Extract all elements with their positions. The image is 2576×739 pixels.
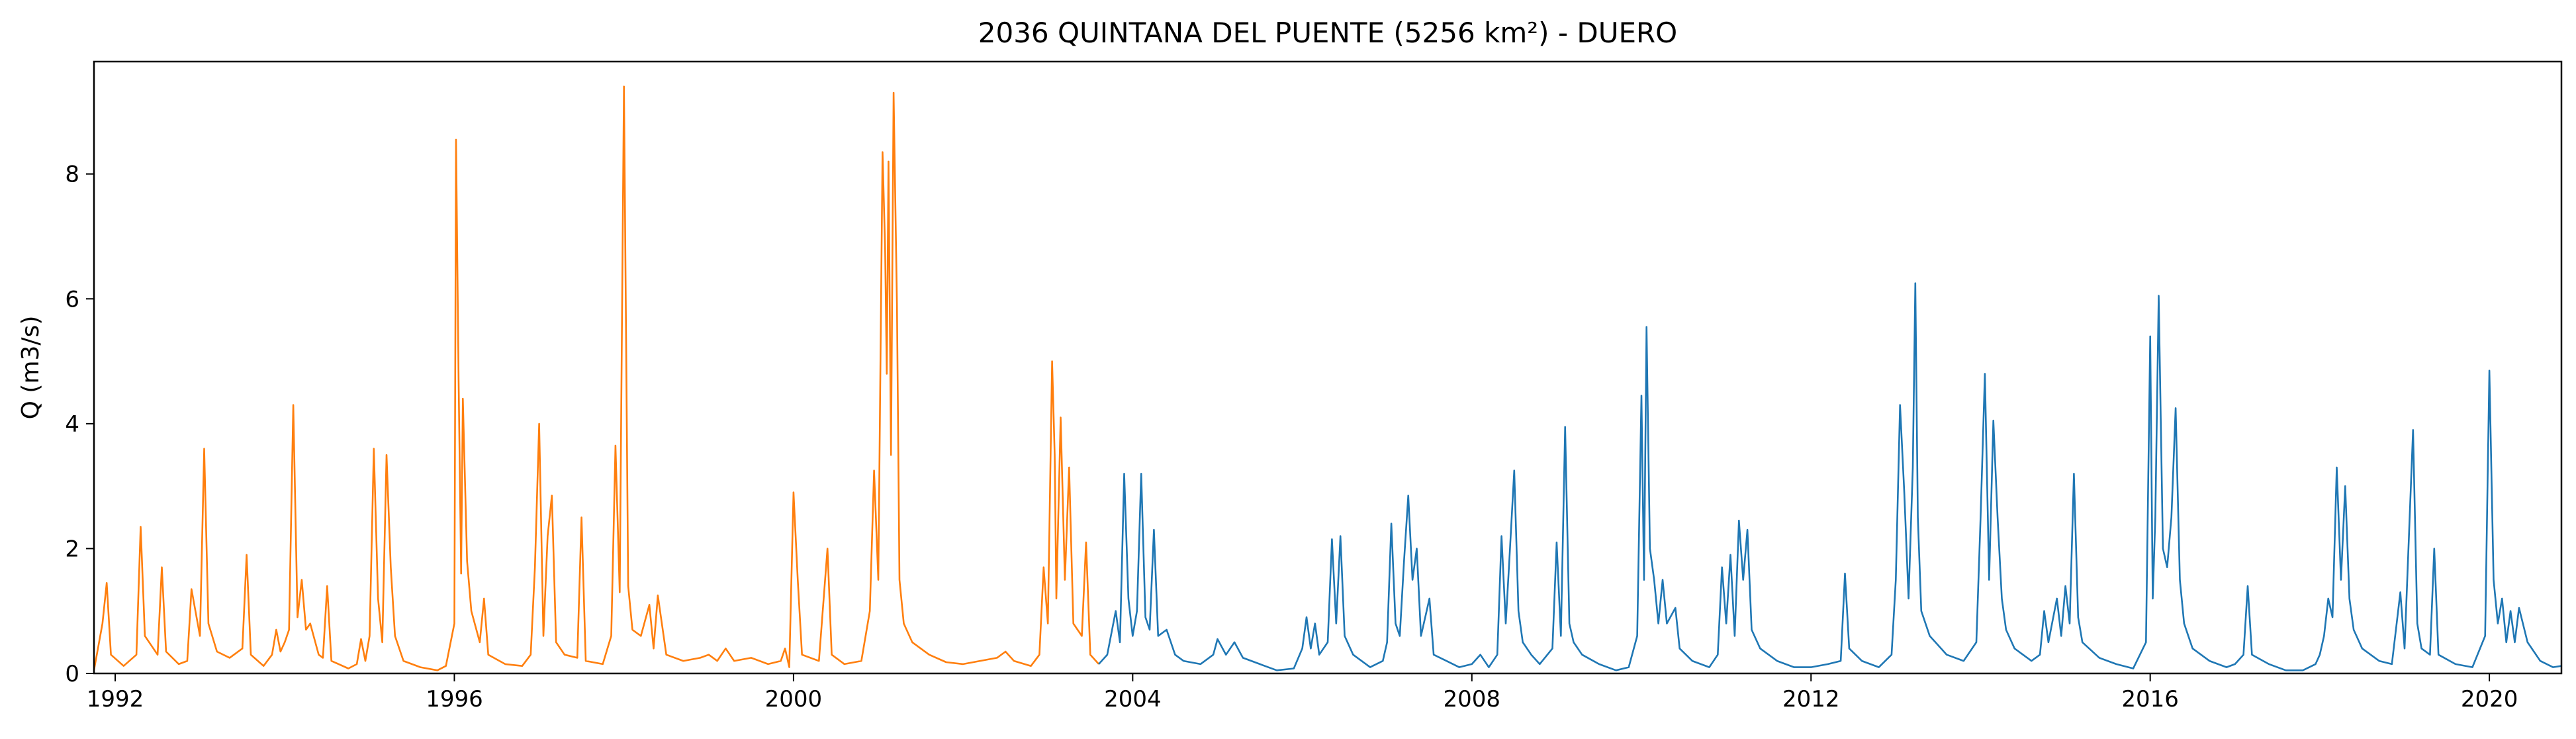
x-tick-label: 2020 xyxy=(2461,686,2518,713)
x-tick-label: 1992 xyxy=(87,686,144,713)
x-tick-label: 1996 xyxy=(426,686,483,713)
y-tick-label: 4 xyxy=(65,411,79,438)
y-axis-label: Q (m3/s) xyxy=(17,316,44,420)
x-tick-label: 2012 xyxy=(1782,686,1840,713)
y-tick-label: 2 xyxy=(65,536,79,562)
x-tick-label: 2000 xyxy=(765,686,823,713)
chart-title: 2036 QUINTANA DEL PUENTE (5256 km²) - DU… xyxy=(978,17,1677,49)
y-tick-label: 8 xyxy=(65,162,79,188)
x-tick-label: 2008 xyxy=(1444,686,1501,713)
x-tick-label: 2016 xyxy=(2121,686,2179,713)
y-tick-label: 0 xyxy=(65,661,79,687)
x-tick-label: 2004 xyxy=(1104,686,1162,713)
y-tick-label: 6 xyxy=(65,286,79,313)
